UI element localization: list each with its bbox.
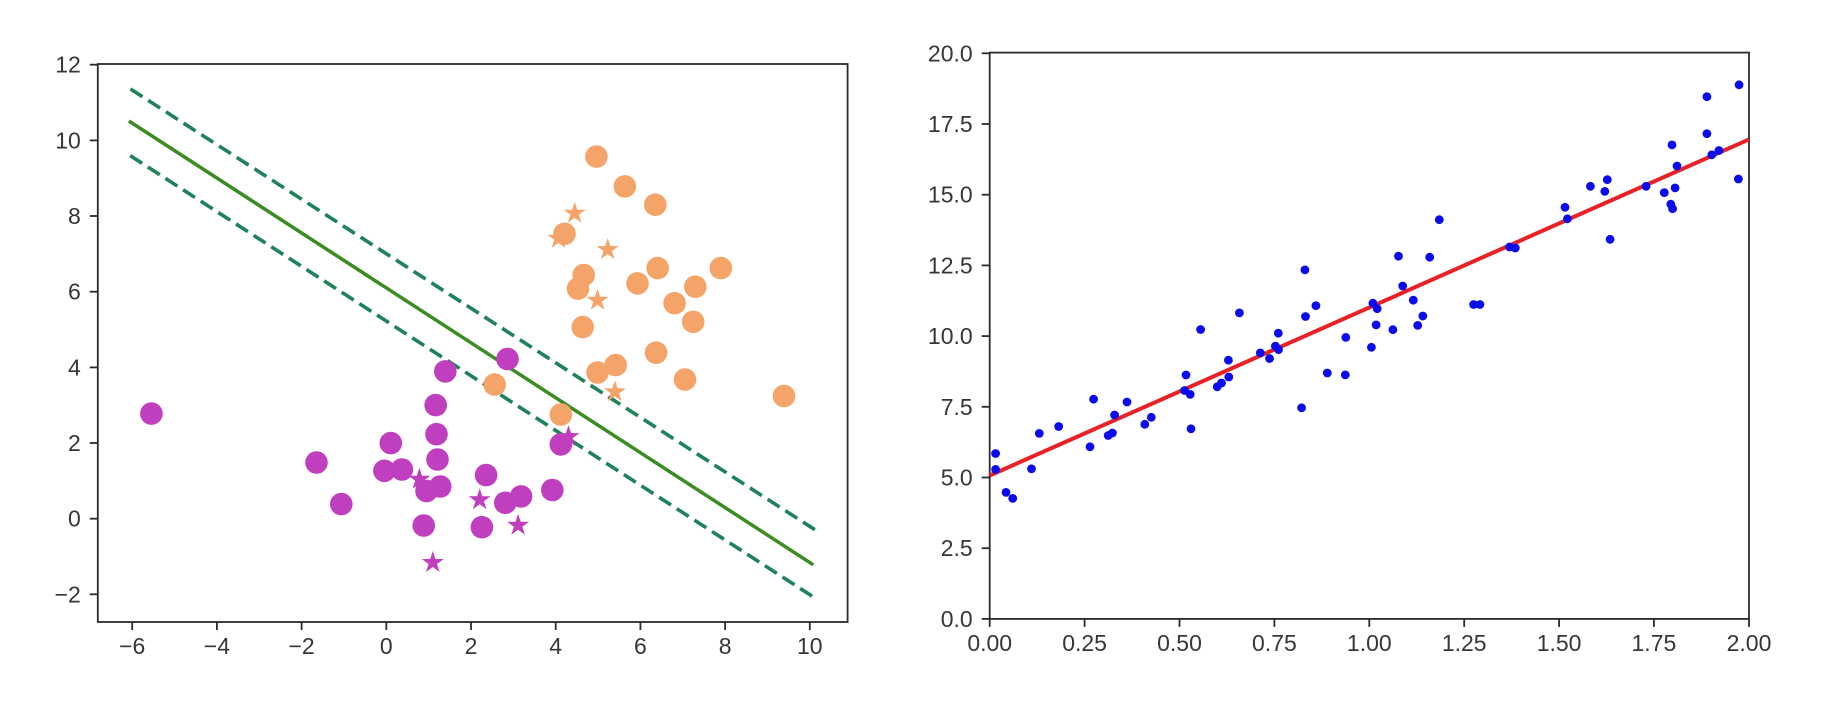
svg-text:1.25: 1.25 <box>1442 630 1487 656</box>
svg-text:8: 8 <box>68 203 81 229</box>
svg-text:2.00: 2.00 <box>1727 630 1772 656</box>
svg-text:17.5: 17.5 <box>928 111 973 137</box>
svg-text:1.50: 1.50 <box>1537 630 1582 656</box>
svg-text:20.0: 20.0 <box>928 40 973 66</box>
svg-text:1.00: 1.00 <box>1347 630 1392 656</box>
svg-text:0.00: 0.00 <box>967 630 1012 656</box>
svg-text:4: 4 <box>549 633 562 659</box>
svg-text:2: 2 <box>68 430 81 456</box>
svg-text:10: 10 <box>55 127 81 153</box>
svg-text:10: 10 <box>797 633 823 659</box>
svg-text:−6: −6 <box>119 633 145 659</box>
svg-text:12: 12 <box>55 52 81 78</box>
svg-text:12.5: 12.5 <box>928 252 973 278</box>
svg-text:0: 0 <box>380 633 393 659</box>
svg-text:4: 4 <box>68 354 81 380</box>
svg-text:0.0: 0.0 <box>941 606 973 632</box>
svg-text:6: 6 <box>634 633 647 659</box>
svg-text:6: 6 <box>68 279 81 305</box>
svg-text:−2: −2 <box>55 581 81 607</box>
svg-text:10.0: 10.0 <box>928 323 973 349</box>
svg-text:0.75: 0.75 <box>1252 630 1297 656</box>
svg-text:15.0: 15.0 <box>928 182 973 208</box>
svg-text:−2: −2 <box>288 633 314 659</box>
svg-text:7.5: 7.5 <box>941 394 973 420</box>
svg-text:1.75: 1.75 <box>1632 630 1677 656</box>
svg-text:2: 2 <box>465 633 478 659</box>
svg-text:8: 8 <box>719 633 732 659</box>
svg-text:2.5: 2.5 <box>941 535 973 561</box>
svg-text:−4: −4 <box>204 633 230 659</box>
svg-text:5.0: 5.0 <box>941 465 973 491</box>
svg-text:0: 0 <box>68 506 81 532</box>
svg-text:0.50: 0.50 <box>1157 630 1202 656</box>
svg-text:0.25: 0.25 <box>1062 630 1107 656</box>
